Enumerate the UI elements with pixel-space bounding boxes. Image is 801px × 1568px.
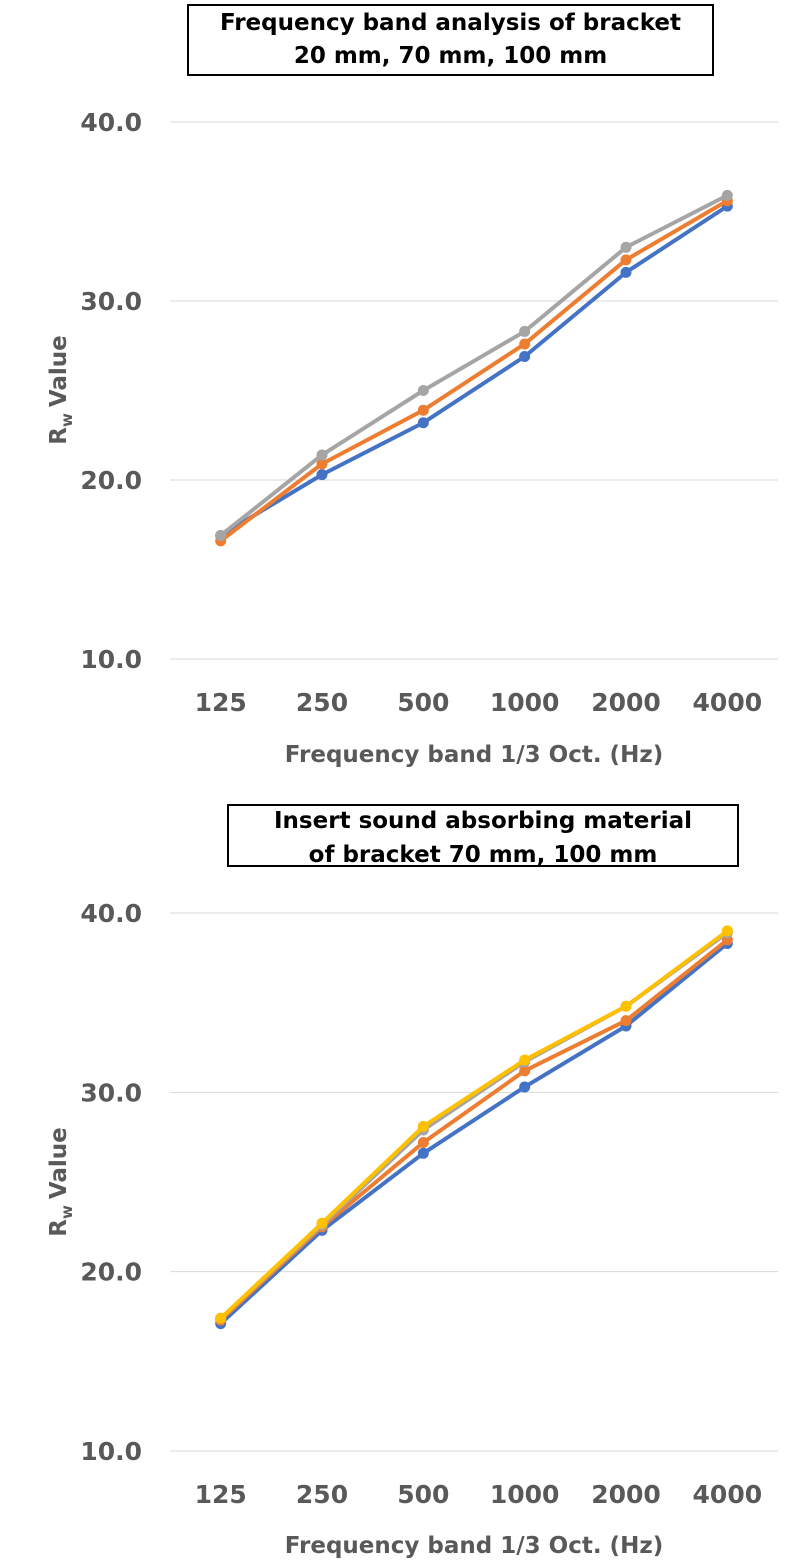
series-line-3 — [218, 193, 730, 538]
data-point-s1-1000 — [519, 350, 531, 362]
x-axis-label: Frequency band 1/3 Oct. (Hz) — [285, 742, 663, 768]
y-tick-label: 10.0 — [80, 645, 142, 674]
data-point-s4-4000 — [721, 925, 733, 937]
y-tick-label: 20.0 — [80, 1258, 142, 1287]
data-point-s1-1000 — [519, 1081, 531, 1093]
title-box — [187, 4, 714, 76]
series-line-2 — [218, 198, 730, 543]
series-line-3 — [218, 930, 730, 1321]
x-tick-label: 500 — [397, 688, 449, 717]
chart-title-line: 20 mm, 70 mm, 100 mm — [294, 43, 607, 69]
data-point-s4-250 — [316, 1217, 328, 1229]
series-line-1 — [218, 204, 730, 538]
data-point-s1-500 — [417, 417, 429, 429]
x-tick-label: 4000 — [693, 1480, 763, 1509]
series-line-4 — [218, 928, 730, 1321]
data-point-s1-500 — [417, 1147, 429, 1159]
title-box — [227, 804, 739, 867]
data-point-s4-500 — [417, 1120, 429, 1132]
x-tick-label: 125 — [195, 1480, 247, 1509]
x-tick-label: 2000 — [591, 1480, 661, 1509]
data-point-s1-2000 — [620, 266, 632, 278]
x-tick-label: 1000 — [490, 688, 560, 717]
data-point-s3-125 — [215, 529, 227, 541]
y-tick-label: 40.0 — [80, 108, 142, 137]
data-point-s2-500 — [417, 404, 429, 416]
data-point-s4-125 — [215, 1312, 227, 1324]
data-point-s2-250 — [316, 458, 328, 470]
data-point-s2-500 — [417, 1137, 429, 1149]
x-tick-label: 4000 — [693, 688, 763, 717]
x-tick-label: 250 — [296, 688, 348, 717]
data-point-s3-500 — [417, 385, 429, 396]
y-tick-label: 40.0 — [80, 899, 142, 928]
data-point-s2-2000 — [620, 1015, 632, 1027]
data-point-s3-2000 — [620, 241, 632, 253]
series-line-1 — [218, 941, 730, 1326]
data-point-s2-1000 — [519, 1065, 531, 1077]
data-point-s3-4000 — [721, 189, 733, 201]
data-point-s4-1000 — [519, 1054, 531, 1066]
y-tick-label: 30.0 — [80, 1078, 142, 1107]
chart-title-line: of bracket 70 mm, 100 mm — [309, 842, 658, 868]
data-point-s2-2000 — [620, 254, 632, 266]
data-point-s2-1000 — [519, 338, 531, 350]
x-tick-label: 125 — [195, 688, 247, 717]
x-tick-label: 250 — [296, 1480, 348, 1509]
x-tick-label: 500 — [397, 1480, 449, 1509]
chart-title-line: Frequency band analysis of bracket — [220, 10, 681, 36]
chart-frequency-band-analysis: Frequency band analysis of bracket 20 mm,… — [46, 4, 778, 768]
data-point-s3-1000 — [519, 325, 531, 337]
y-axis-label: RwValue — [46, 335, 76, 445]
data-point-s3-250 — [316, 449, 328, 461]
data-point-s4-2000 — [620, 1000, 632, 1012]
chart-title-line: Insert sound absorbing material — [274, 808, 692, 834]
y-tick-label: 10.0 — [80, 1437, 142, 1466]
x-tick-label: 1000 — [490, 1480, 560, 1509]
y-tick-label: 20.0 — [80, 466, 142, 495]
series-line-2 — [218, 937, 730, 1323]
x-axis-label: Frequency band 1/3 Oct. (Hz) — [285, 1533, 663, 1559]
chart-insert-sound-absorbing: Insert sound absorbing material of bracke… — [46, 804, 778, 1559]
x-tick-label: 2000 — [591, 688, 661, 717]
y-axis-label: RwValue — [46, 1127, 76, 1237]
y-tick-label: 30.0 — [80, 287, 142, 316]
data-point-s1-250 — [316, 469, 328, 481]
